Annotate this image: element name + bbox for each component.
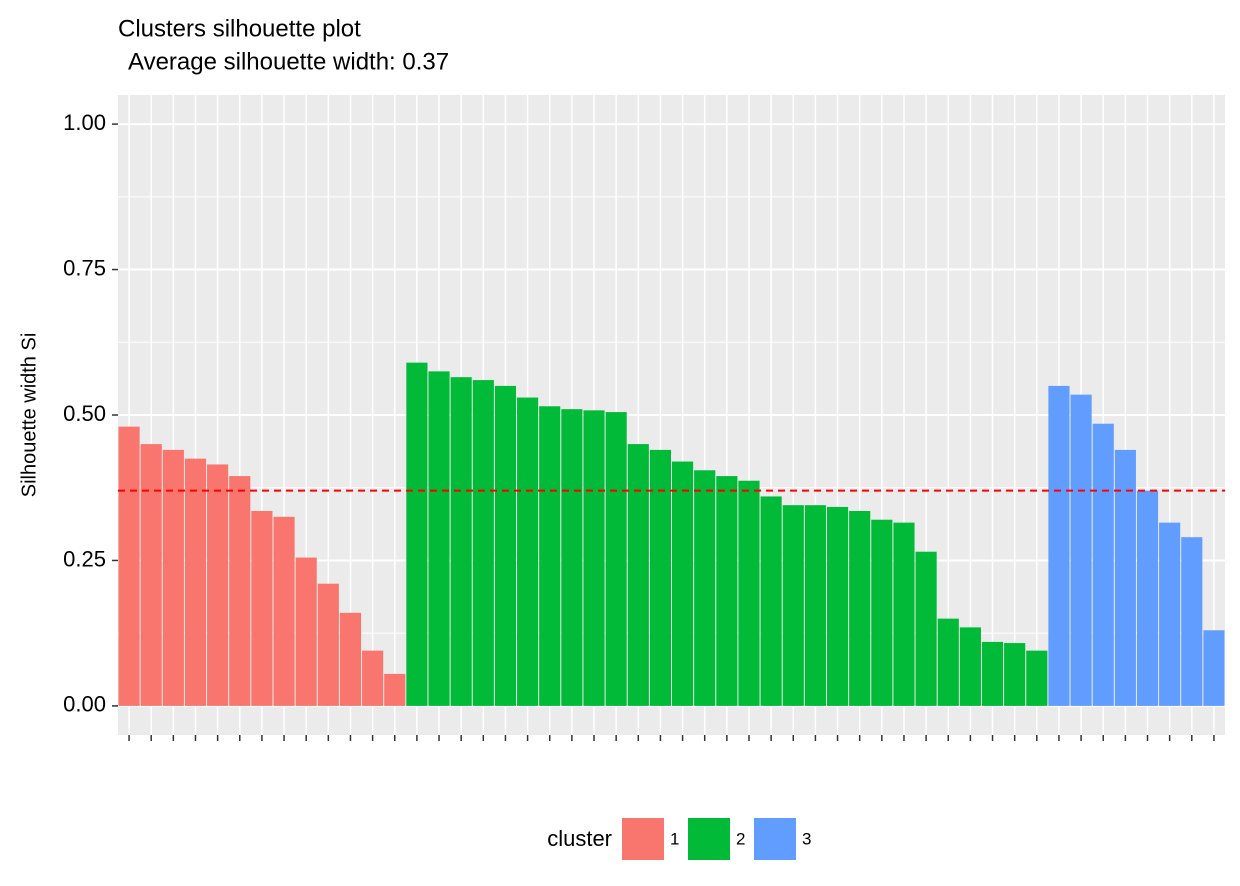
y-tick-label: 1.00 (63, 110, 106, 135)
bar (295, 557, 317, 706)
bar (1136, 490, 1159, 706)
bar (981, 641, 1004, 706)
bar (782, 505, 804, 706)
legend: cluster 1 2 3 (547, 818, 811, 860)
bar (694, 470, 716, 706)
axes: 0.00 0.25 0.50 0.75 1.00 (63, 110, 1215, 741)
bar (273, 516, 295, 706)
bar (539, 406, 561, 706)
bar (583, 410, 605, 706)
bar (494, 385, 517, 706)
legend-label: 2 (736, 829, 745, 848)
y-tick-label: 0.25 (63, 546, 106, 571)
bar (1048, 385, 1070, 706)
bar (1070, 394, 1092, 706)
bar (672, 461, 694, 706)
bar (229, 476, 251, 706)
legend-label: 3 (802, 829, 811, 848)
y-tick-label: 0.75 (63, 255, 106, 280)
bar (140, 444, 162, 706)
bar (826, 506, 849, 706)
bar (1092, 423, 1114, 706)
bar (871, 519, 893, 706)
bar (362, 650, 384, 706)
legend-key (754, 818, 796, 860)
legend-title: cluster (547, 826, 612, 851)
bar (450, 377, 472, 706)
bar (428, 371, 450, 706)
bar (118, 426, 140, 706)
chart-title: Clusters silhouette plot (118, 15, 361, 42)
bar (760, 496, 782, 706)
bar (738, 480, 760, 706)
y-axis-label: Silhouette width Si (18, 333, 40, 498)
bar (1203, 630, 1225, 706)
bar (517, 397, 539, 706)
bar (1159, 522, 1181, 706)
y-tick-label: 0.00 (63, 692, 106, 717)
bar (251, 511, 273, 706)
bar (1114, 449, 1136, 706)
legend-key (688, 818, 730, 860)
bar (716, 476, 738, 706)
bar (384, 673, 406, 706)
bar (339, 612, 362, 706)
bar (317, 583, 339, 706)
bar (207, 464, 229, 706)
bar (849, 511, 871, 706)
bars (118, 362, 1225, 706)
bar (605, 412, 627, 706)
bar (804, 505, 826, 706)
bar (937, 618, 959, 706)
bar (893, 522, 915, 706)
bar (627, 444, 649, 706)
legend-key (622, 818, 664, 860)
bar (649, 449, 671, 706)
bar (472, 380, 494, 706)
bar (1181, 537, 1203, 706)
bar (915, 551, 937, 706)
bar (561, 409, 583, 706)
bar (1026, 650, 1048, 706)
bar (1004, 643, 1026, 706)
legend-label: 1 (670, 829, 679, 848)
bar (959, 627, 981, 706)
chart-subtitle: Average silhouette width: 0.37 (128, 48, 449, 75)
bar (406, 362, 428, 706)
bar (184, 458, 207, 706)
y-tick-label: 0.50 (63, 401, 106, 426)
bar (162, 449, 184, 706)
